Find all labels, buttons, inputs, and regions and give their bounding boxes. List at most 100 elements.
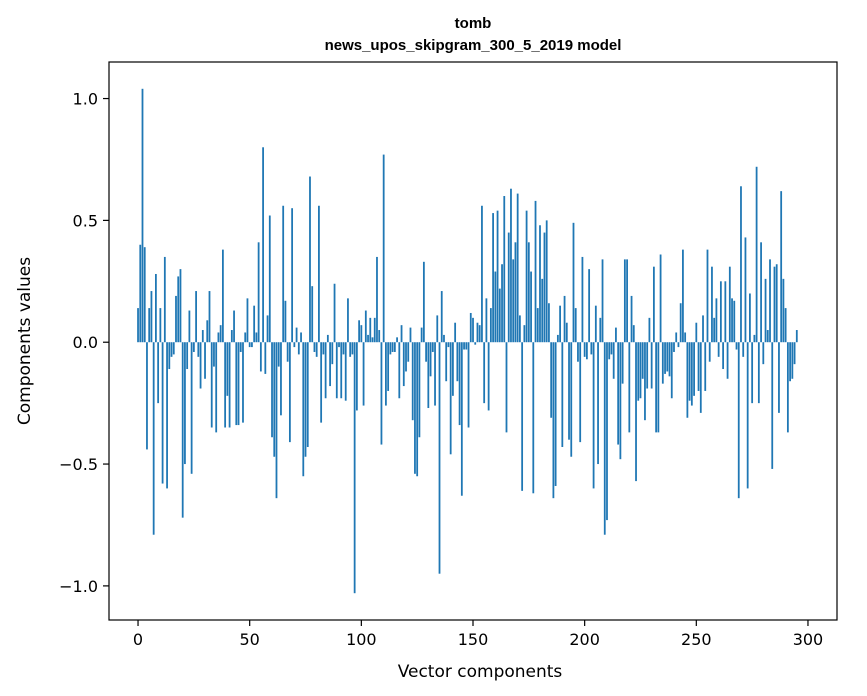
bar: [512, 259, 515, 343]
bar: [534, 200, 537, 343]
bar: [503, 196, 506, 343]
bar: [344, 342, 347, 401]
bar: [726, 342, 729, 379]
bar: [143, 247, 146, 343]
bar: [440, 291, 443, 343]
chart-title: tomb: [455, 15, 492, 32]
bar: [659, 254, 662, 343]
bar: [521, 342, 524, 491]
bar: [581, 256, 584, 343]
bar: [168, 342, 171, 370]
y-axis-ticks: −1.0 −0.5 0.0 0.5 1.0: [59, 90, 109, 596]
bar: [342, 342, 345, 355]
bar: [351, 342, 354, 355]
bar: [338, 342, 340, 348]
bar: [742, 342, 745, 357]
bar: [411, 342, 414, 421]
bar: [201, 330, 204, 343]
y-tick-label: −0.5: [59, 455, 98, 474]
bar: [400, 325, 403, 343]
bar: [146, 342, 148, 450]
bar: [737, 342, 740, 499]
bar: [313, 342, 316, 352]
bar: [293, 342, 296, 348]
bar: [429, 342, 432, 377]
bar: [159, 308, 162, 343]
bar: [552, 342, 555, 499]
bar: [458, 342, 461, 426]
bar: [304, 342, 307, 457]
bar: [398, 342, 401, 399]
bar: [137, 308, 139, 343]
bar: [543, 232, 546, 343]
x-tick-label: 100: [346, 630, 377, 649]
bar: [617, 342, 620, 445]
bar: [778, 342, 780, 413]
bar: [599, 317, 602, 343]
x-tick-label: 150: [458, 630, 489, 649]
bar: [224, 342, 227, 428]
bar: [380, 342, 383, 445]
bar: [208, 291, 211, 343]
bar: [668, 342, 671, 377]
bar: [746, 342, 749, 489]
bar: [286, 342, 289, 362]
y-tick-label: −1.0: [59, 577, 98, 596]
bar: [422, 261, 425, 343]
bar: [731, 298, 733, 343]
bar: [492, 213, 494, 343]
bar: [311, 286, 314, 343]
bar: [436, 315, 439, 343]
bar: [791, 342, 794, 379]
bar: [161, 342, 164, 484]
bar: [793, 342, 796, 365]
bar: [414, 342, 416, 474]
bar: [476, 322, 479, 343]
bar: [246, 298, 249, 343]
bar: [259, 342, 262, 372]
bar: [405, 342, 407, 372]
bar: [784, 308, 787, 343]
bar: [594, 305, 597, 343]
y-tick-label: 0.5: [73, 211, 98, 230]
bar: [670, 342, 673, 399]
bar: [536, 308, 539, 343]
bar: [505, 342, 508, 433]
bar: [235, 342, 238, 426]
bar: [431, 342, 434, 352]
bar: [592, 342, 595, 489]
bar: [789, 342, 791, 382]
bar: [550, 342, 553, 418]
bar: [217, 332, 220, 343]
bar: [657, 342, 660, 433]
bar: [570, 342, 573, 457]
bar: [751, 342, 754, 404]
bar: [416, 342, 419, 477]
bar: [554, 342, 557, 486]
bar: [396, 337, 398, 343]
bar: [369, 317, 372, 343]
bar: [603, 342, 606, 535]
y-tick-label: 0.0: [73, 333, 98, 352]
bar: [425, 342, 427, 362]
bar: [619, 342, 622, 460]
bar: [635, 342, 637, 482]
bar: [693, 342, 695, 396]
bar: [172, 342, 175, 355]
bar: [322, 342, 325, 355]
bar: [447, 342, 450, 348]
bar: [782, 278, 785, 343]
bar: [637, 342, 640, 401]
bar: [195, 291, 197, 343]
bar: [297, 342, 300, 355]
bar: [264, 342, 267, 374]
bar: [523, 325, 526, 343]
bar: [295, 327, 298, 343]
bar: [420, 327, 423, 343]
bar: [664, 342, 666, 374]
bar: [139, 244, 142, 343]
bar: [690, 342, 693, 406]
bar: [340, 342, 343, 399]
bar: [387, 342, 390, 391]
bar: [519, 315, 521, 343]
